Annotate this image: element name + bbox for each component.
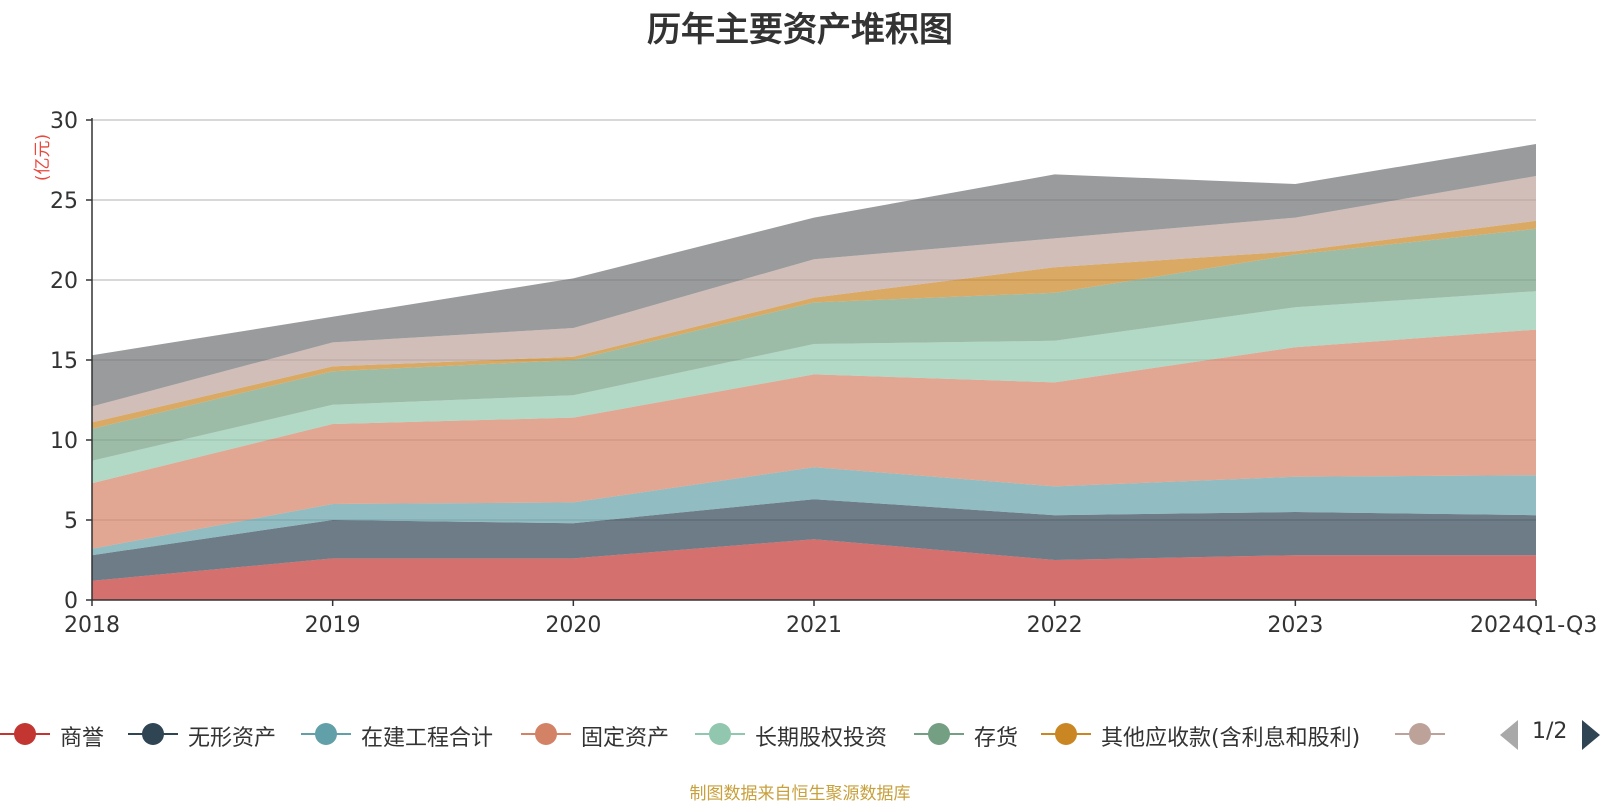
area-series-6 [92, 220, 1536, 429]
area-series-8 [92, 144, 1536, 407]
chart-title: 历年主要资产堆积图 [647, 10, 953, 50]
y-tick-label: 15 [50, 349, 78, 374]
x-tick-label: 2019 [305, 613, 361, 638]
legend-dot-icon [315, 723, 337, 745]
y-tick-label: 25 [50, 189, 78, 214]
legend-prev-page-icon[interactable] [1500, 720, 1518, 750]
legend-label: 其他应收款(含利息和股利) [1101, 726, 1361, 751]
area-series-3 [92, 329, 1536, 549]
x-tick-label: 2023 [1267, 613, 1323, 638]
x-tick-label: 2018 [64, 613, 120, 638]
x-tick-label: 2024Q1-Q3 [1470, 613, 1597, 638]
y-tick-label: 10 [50, 429, 78, 454]
legend-page-indicator: 1/2 [1532, 719, 1568, 744]
y-tick-label: 5 [64, 509, 78, 534]
area-series-2 [92, 467, 1536, 556]
legend-dot-icon [535, 723, 557, 745]
legend-next-page-icon[interactable] [1582, 720, 1600, 750]
legend-dot-icon [709, 723, 731, 745]
legend-label: 存货 [974, 726, 1019, 751]
x-tick-label: 2021 [786, 613, 842, 638]
x-tick-label: 2022 [1027, 613, 1083, 638]
x-tick-label: 2020 [545, 613, 601, 638]
legend-dot-icon [14, 723, 36, 745]
y-tick-label: 20 [50, 269, 78, 294]
area-layer [92, 144, 1536, 600]
area-series-7 [92, 176, 1536, 423]
legend-dot-icon [1055, 723, 1077, 745]
data-source-footer: 制图数据来自恒生聚源数据库 [689, 784, 911, 804]
legend-dot-icon [928, 723, 950, 745]
legend-label: 无形资产 [188, 726, 277, 751]
legend-label: 长期股权投资 [755, 726, 888, 751]
legend-label: 商誉 [60, 726, 105, 751]
area-series-4 [92, 291, 1536, 484]
legend: 商誉 无形资产 在建工程合计 固定资产 长期股权投资 存货 其他应收款(含利息和… [0, 714, 1600, 754]
legend-dot-icon [1409, 723, 1431, 745]
y-tick-label: 0 [64, 589, 78, 614]
area-series-0 [92, 539, 1536, 600]
legend-label: 在建工程合计 [361, 726, 494, 751]
area-series-1 [92, 499, 1536, 581]
area-series-5 [92, 228, 1536, 461]
legend-dot-icon [142, 723, 164, 745]
axis-layer: 0 5 10 15 20 25 30 2018 2019 2020 2021 2022 2023 2024… [50, 109, 1597, 638]
y-tick-label: 30 [50, 109, 78, 134]
legend-label: 固定资产 [581, 726, 670, 751]
